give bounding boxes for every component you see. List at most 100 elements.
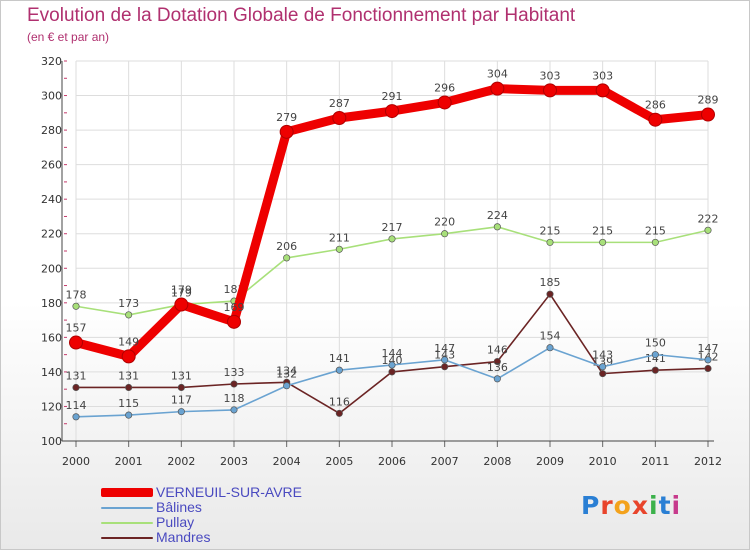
data-label: 144 [382,347,403,360]
chart-subtitle: (en € et par an) [27,30,110,44]
x-tick-label: 2011 [641,455,669,468]
data-point [546,290,554,298]
data-label: 140 [382,354,403,367]
data-label: 147 [698,342,719,355]
data-label: 179 [171,284,192,297]
data-point [651,366,659,374]
data-point [441,356,449,364]
y-tick-label: 260 [41,159,62,172]
data-label: 296 [434,81,455,94]
data-point [490,81,505,96]
logo-letter: P [581,491,601,520]
x-tick-label: 2004 [273,455,301,468]
x-tick-label: 2000 [62,455,90,468]
data-label: 303 [592,69,613,82]
data-point [599,370,607,378]
data-point [493,375,501,383]
legend-swatch [101,521,153,524]
x-tick-label: 2010 [589,455,617,468]
data-point [72,413,80,421]
logo-letter: r [600,491,614,520]
y-tick-label: 100 [41,435,62,448]
data-label: 287 [329,97,350,110]
data-label: 146 [487,344,508,357]
data-point [595,83,610,98]
data-point [177,408,185,416]
data-label: 289 [698,94,719,107]
data-label: 115 [118,397,139,410]
data-point [388,235,396,243]
data-point [335,366,343,374]
data-point [174,297,189,312]
x-tick-label: 2003 [220,455,248,468]
data-point [651,351,659,359]
x-tick-label: 2008 [483,455,511,468]
data-label: 117 [171,394,192,407]
data-point [332,111,347,125]
logo-letter: i [671,491,682,520]
logo-letter: t [658,491,672,520]
data-point [543,83,557,98]
x-tick-label: 2005 [325,455,353,468]
data-point [335,409,343,417]
data-point [441,363,449,371]
data-label: 131 [66,369,87,382]
legend-swatch [101,506,153,509]
data-point [279,124,294,139]
y-tick-label: 240 [41,193,62,206]
data-label: 132 [276,368,297,381]
data-label: 136 [487,361,508,374]
y-tick-label: 300 [41,90,62,103]
data-label: 206 [276,240,297,253]
data-point [72,302,80,310]
data-label: 116 [329,395,350,408]
data-point [283,382,291,390]
data-point [546,344,554,352]
data-label: 286 [645,99,666,112]
data-label: 211 [329,231,350,244]
y-tick-label: 160 [41,331,62,344]
x-tick-label: 2006 [378,455,406,468]
data-label: 222 [698,212,719,225]
x-tick-label: 2009 [536,455,564,468]
data-point [651,238,659,246]
x-tick-label: 2012 [694,455,722,468]
data-label: 215 [592,224,613,237]
data-label: 169 [224,301,245,314]
data-label: 131 [171,369,192,382]
data-point [437,95,452,110]
y-tick-label: 280 [41,124,62,137]
data-label: 217 [382,221,403,234]
data-point [227,314,241,329]
data-label: 291 [382,90,403,103]
data-point [283,254,291,262]
data-point [441,230,449,238]
data-point [388,368,396,376]
data-label: 215 [645,224,666,237]
data-label: 185 [540,276,561,289]
data-label: 143 [434,349,455,362]
data-label: 220 [434,216,455,229]
data-label: 141 [329,352,350,365]
data-label: 149 [118,335,139,348]
y-tick-label: 200 [41,262,62,275]
legend-label: Pullay [156,514,195,530]
legend-swatch [101,536,153,539]
data-point [230,380,238,388]
data-label: 147 [434,342,455,355]
legend-label: Bâlines [156,499,202,515]
legend-label: VERNEUIL-SUR-AVRE [156,484,302,500]
data-label: 224 [487,209,508,222]
data-point [335,245,343,253]
data-label: 157 [66,322,87,335]
data-point [72,383,80,392]
data-label: 215 [540,224,561,237]
data-label: 150 [645,337,666,350]
data-point [125,383,133,392]
data-point [599,363,607,371]
data-label: 133 [224,366,245,379]
data-point [125,411,133,419]
data-point [388,361,396,369]
